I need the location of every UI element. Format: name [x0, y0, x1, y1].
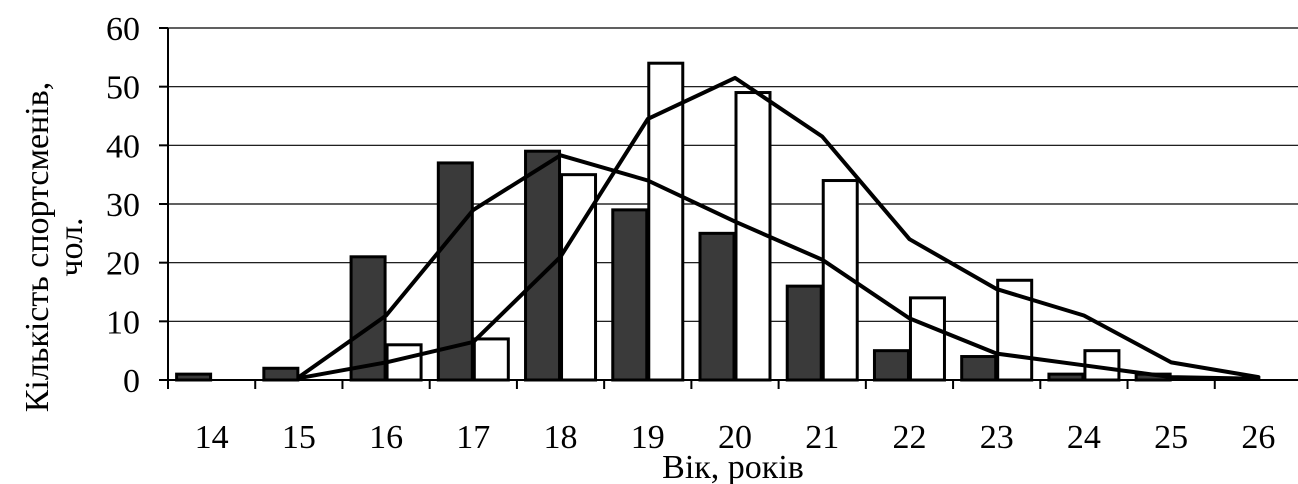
bar-series-1: [524, 149, 562, 382]
x-tick-label: 14: [195, 419, 229, 456]
x-tick-label: 22: [892, 419, 926, 456]
x-tick-label: 18: [544, 419, 578, 456]
y-tick-label: 20: [106, 246, 140, 283]
bar-series-2: [472, 337, 510, 382]
y-tick-label: 60: [106, 11, 140, 48]
y-tick-label: 30: [106, 187, 140, 224]
bar-series-1: [262, 366, 300, 382]
bar-series-2: [560, 173, 598, 382]
x-axis-title: Вік, років: [662, 449, 804, 484]
x-tick-label: 17: [456, 419, 490, 456]
x-tick-label: 21: [805, 419, 839, 456]
bar-series-1: [785, 284, 823, 382]
bar-series-1: [872, 349, 910, 382]
bar-series-1: [611, 208, 649, 382]
bar-series-1: [698, 231, 736, 382]
x-tick-label: 15: [282, 419, 316, 456]
y-axis-title: Кількість спортсменів, чол.: [19, 82, 90, 413]
bar-series-2: [908, 296, 946, 382]
y-tick-label: 10: [106, 304, 140, 341]
y-tick-label: 40: [106, 128, 140, 165]
y-axis-title-line-1: Кількість спортсменів,: [19, 82, 56, 413]
y-tick-labels: 0 10 20 30 40 50 60: [106, 11, 140, 400]
bar-series-1: [960, 355, 998, 382]
axes: [159, 27, 1298, 389]
y-tick-label: 0: [123, 363, 140, 400]
x-tick-label: 26: [1241, 419, 1275, 456]
x-tick-label: 16: [369, 419, 403, 456]
trend-line-1: [296, 153, 1261, 381]
y-axis-title-line-2: чол.: [53, 217, 90, 276]
y-tick-label: 50: [106, 70, 140, 107]
x-tick-label: 20: [718, 419, 752, 456]
x-tick-label: 23: [980, 419, 1014, 456]
x-tick-label: 19: [631, 419, 665, 456]
trend-line-2: [296, 75, 1261, 381]
trend-lines: [296, 75, 1261, 381]
x-tick-label: 25: [1154, 419, 1188, 456]
x-tick-labels: 14 15 16 17 18 19 20 21 22 23 24 25 26: [195, 419, 1276, 456]
bars: [175, 61, 1172, 382]
x-tick-label: 24: [1067, 419, 1101, 456]
